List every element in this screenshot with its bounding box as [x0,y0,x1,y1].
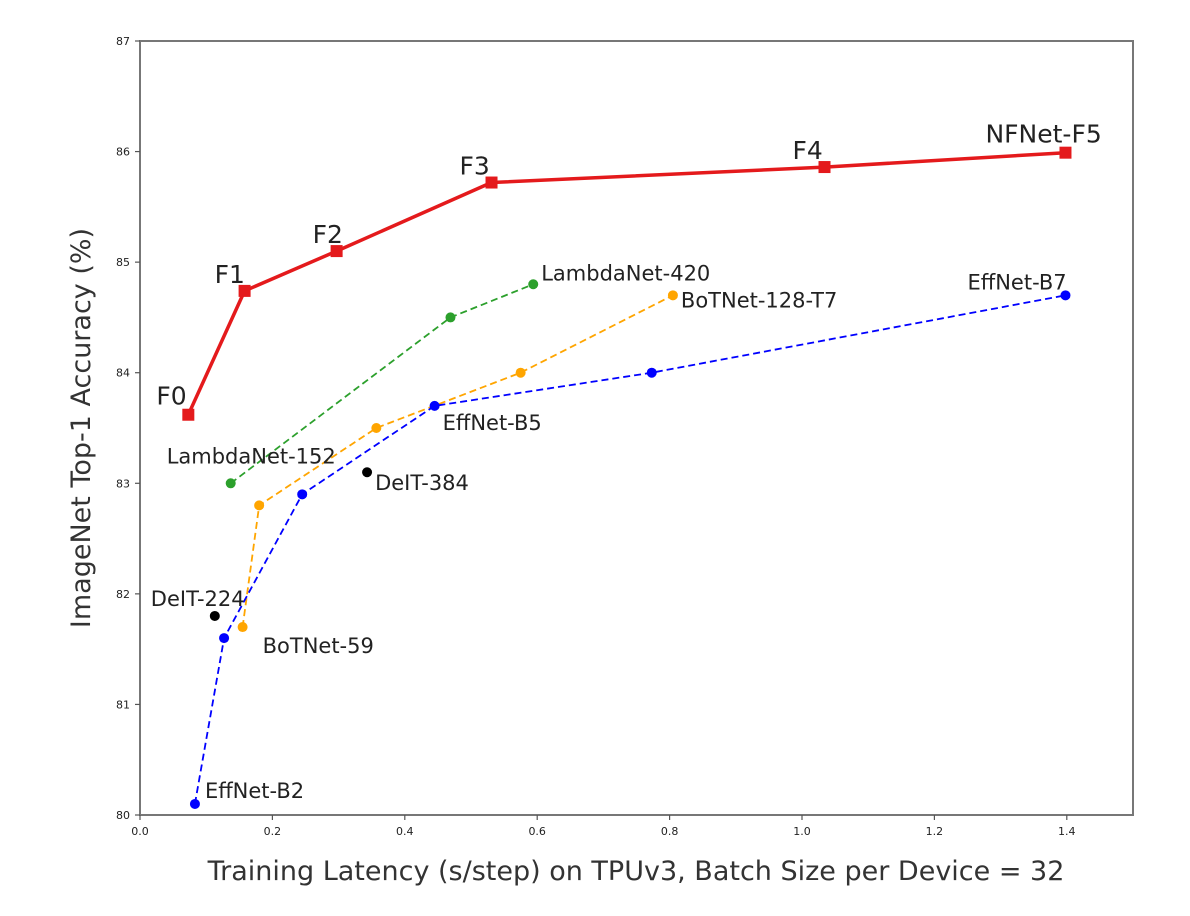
plot-frame [139,40,1134,816]
x-tick-label: 1.4 [1058,825,1076,838]
data-point [297,489,308,500]
data-point [330,245,343,258]
point-label: BoTNet-128-T7 [681,288,837,312]
data-point [362,467,373,478]
point-label: DeIT-384 [375,471,469,495]
point-label: F4 [793,136,823,165]
data-point [515,367,526,378]
data-point [237,622,248,633]
data-point [225,478,236,489]
data-point [1060,290,1071,301]
data-point [371,423,382,433]
series-0 [182,146,1072,421]
series-3 [189,290,1071,809]
series-1 [225,279,539,489]
data-point [189,798,200,809]
x-tick-label: 0.0 [131,825,149,838]
x-tick-label: 0.2 [264,825,282,838]
y-tick-label: 87 [116,35,130,48]
x-tick-label: 1.2 [926,825,944,838]
series-line [241,294,674,628]
point-label: F2 [313,220,343,249]
series-4 [209,467,373,621]
x-tick-label: 0.8 [661,825,679,838]
y-tick-label: 86 [116,146,130,159]
point-label: F3 [460,152,490,181]
point-label: EffNet-B5 [443,411,542,435]
point-label: LambdaNet-152 [167,444,336,468]
point-label: F1 [215,260,245,289]
point-label: F0 [156,382,186,411]
y-tick-label: 82 [116,588,130,601]
data-point [429,400,440,411]
y-tick-label: 83 [116,477,130,490]
data-point [667,290,678,301]
series-2 [237,290,678,633]
point-label: LambdaNet-420 [541,261,710,285]
data-point [445,312,456,323]
data-point [818,161,831,174]
data-point [485,176,498,189]
y-tick-label: 80 [116,809,130,822]
y-tick-label: 84 [116,367,130,380]
data-point [219,633,230,644]
data-point [528,279,539,290]
y-axis-ticks: 80 81 82 83 84 85 86 87 [116,35,140,822]
point-label: NFNet-F5 [985,120,1101,149]
point-labels: F0 F1 F2 F3 F4 NFNet-F5 LambdaNet-152 LambdaNet… [151,120,1102,803]
x-tick-label: 0.6 [528,825,546,838]
x-tick-label: 0.4 [396,825,414,838]
point-label: BoTNet-59 [263,634,374,658]
data-point [209,610,220,621]
x-tick-label: 1.0 [793,825,811,838]
data-point [1059,146,1072,159]
point-label: EffNet-B2 [205,779,304,803]
point-label: DeIT-224 [151,587,245,611]
point-label: EffNet-B7 [967,270,1066,294]
y-tick-label: 81 [116,698,130,711]
x-axis-ticks: 0.0 0.2 0.4 0.6 0.8 1.0 1.2 1.4 [131,815,1076,838]
y-axis-label: ImageNet Top-1 Accuracy (%) [66,228,97,628]
data-point [646,367,657,378]
data-point [182,408,195,421]
x-axis-label: Training Latency (s/step) on TPUv3, Batc… [207,856,1065,887]
y-tick-label: 85 [116,256,130,269]
series-line [186,150,1066,416]
series-layer [182,146,1072,809]
data-point [254,500,265,511]
data-point [238,284,251,297]
series-line [194,294,1066,805]
